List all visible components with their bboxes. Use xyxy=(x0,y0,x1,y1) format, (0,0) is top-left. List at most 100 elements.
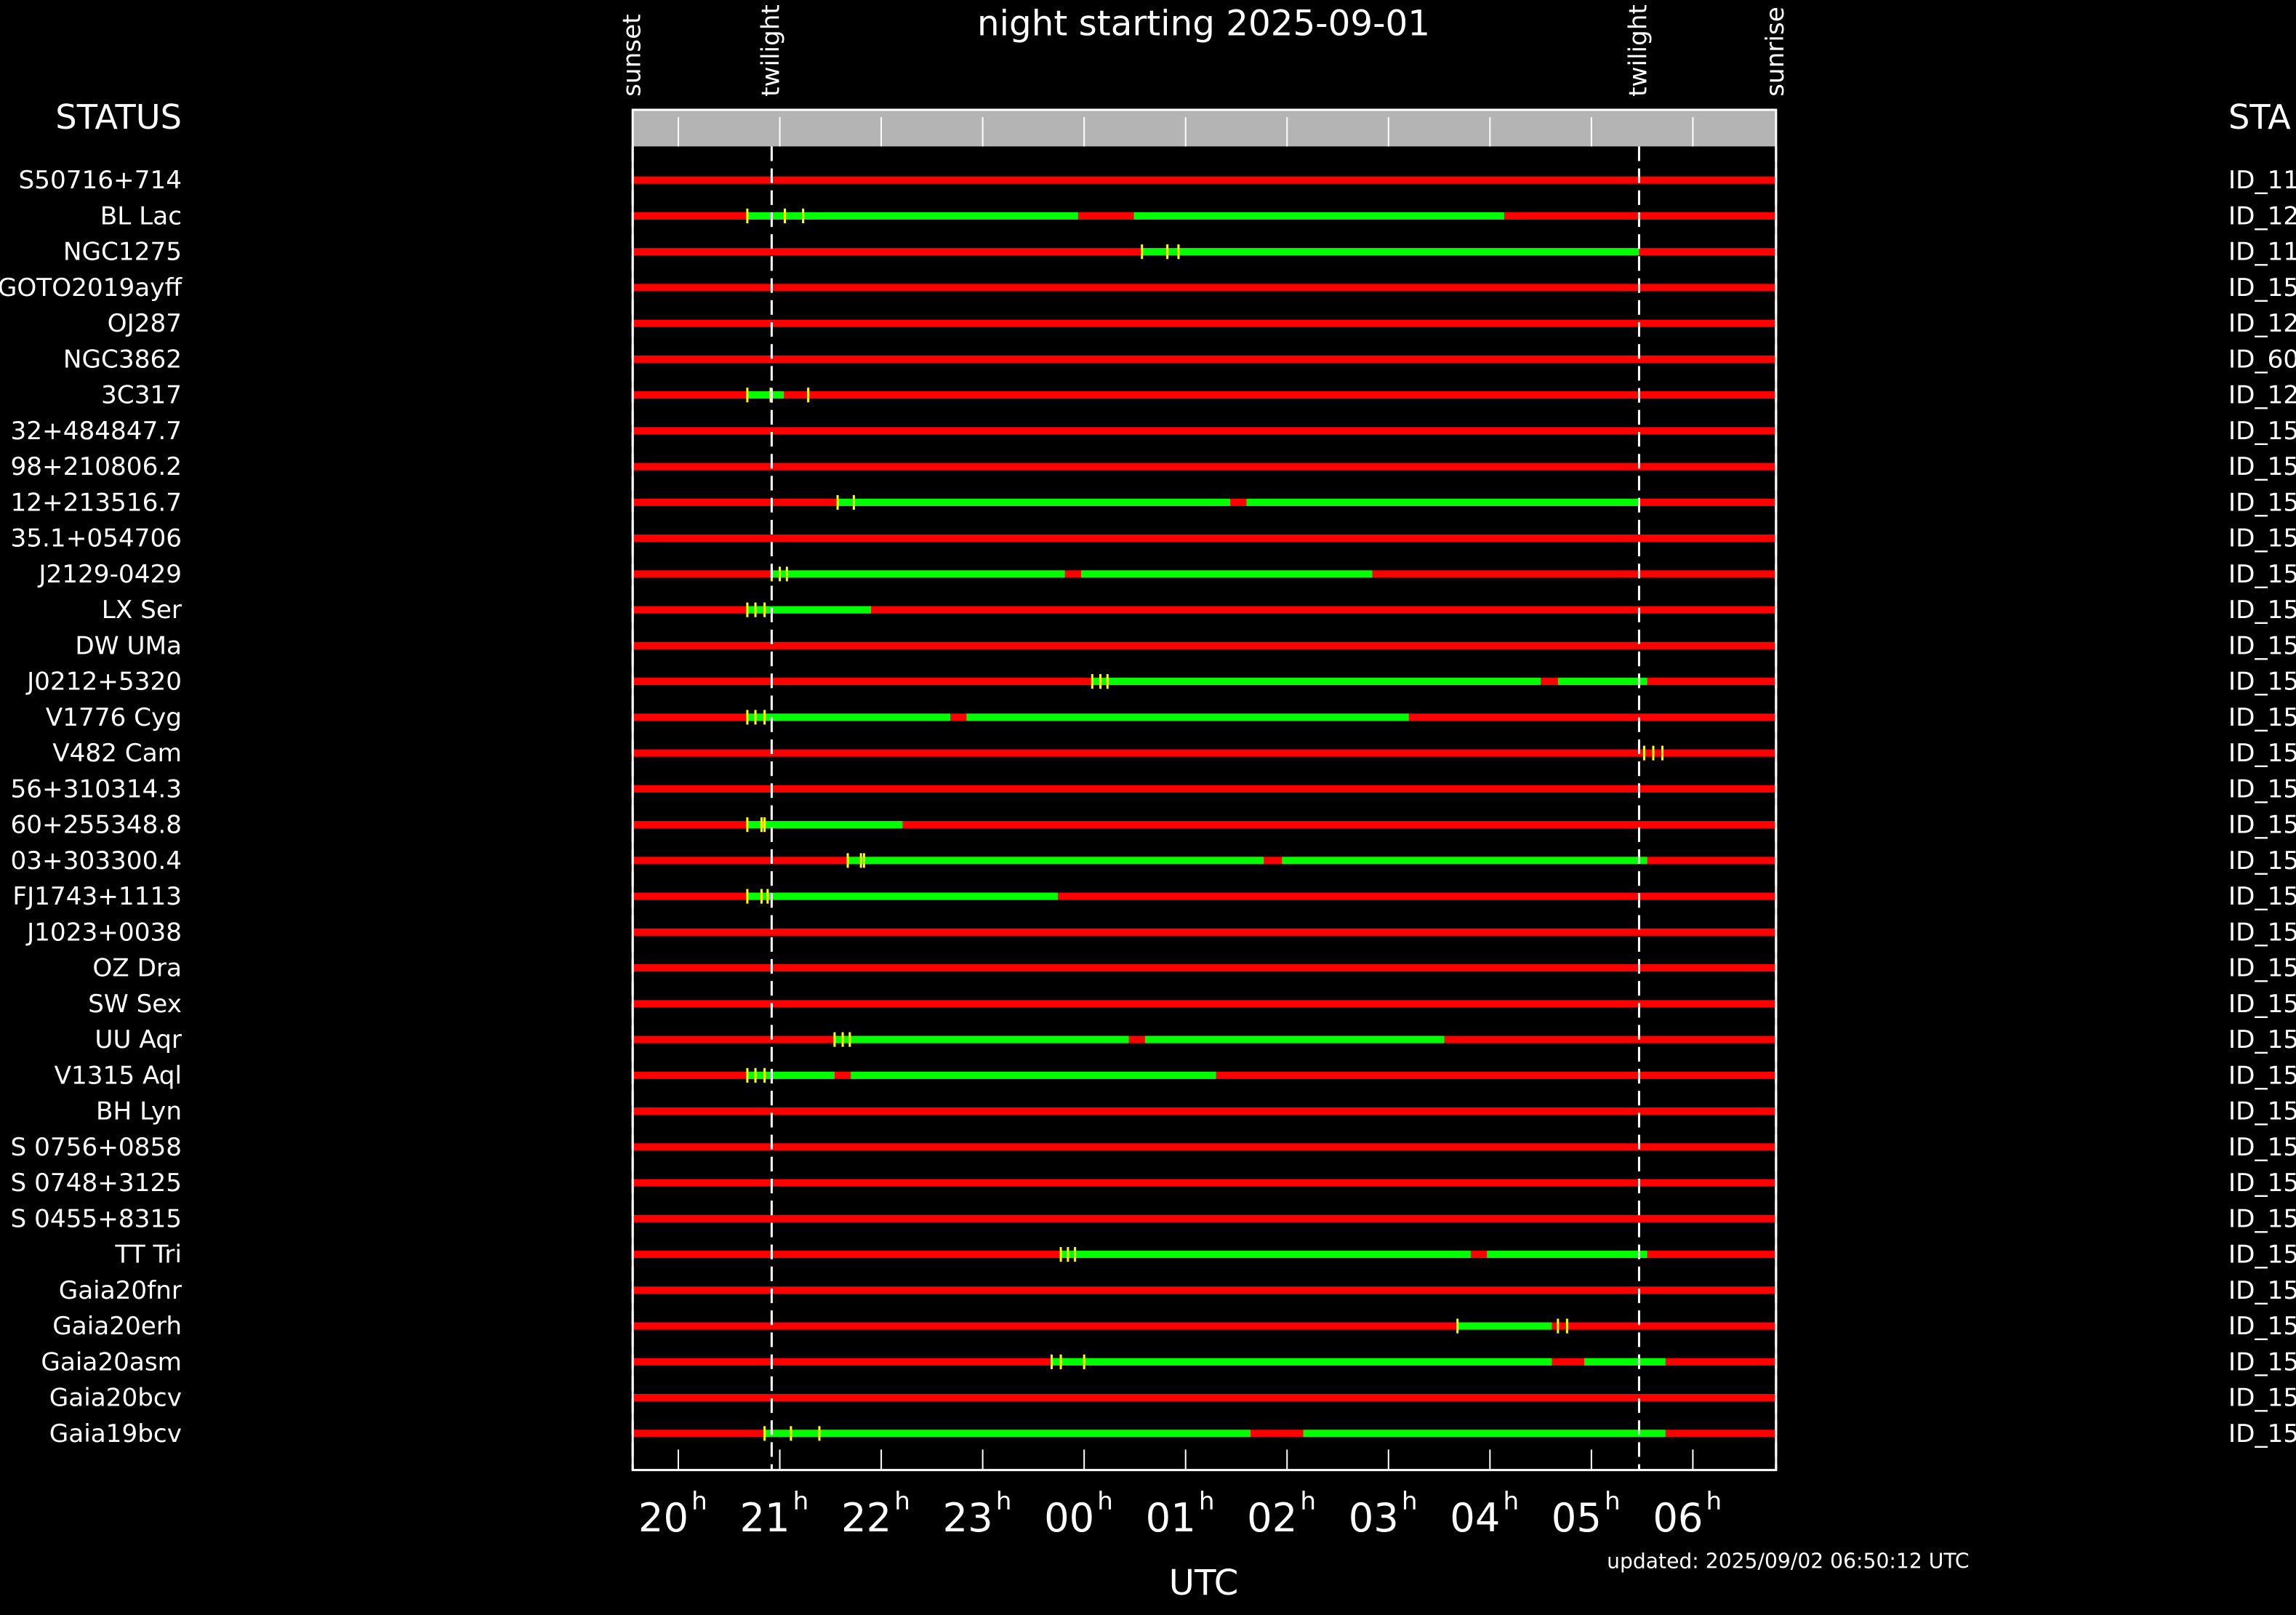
row-bar xyxy=(633,176,1776,184)
window xyxy=(1457,1322,1552,1330)
target-name: LX Ser xyxy=(102,596,182,625)
x-tick-unit: h xyxy=(1605,1487,1621,1516)
event-label: twilight xyxy=(756,4,785,97)
target-name: V1776 Cyg xyxy=(46,703,182,732)
footer: updated: 2025/09/02 06:50:12 UTC xyxy=(1607,1550,1970,1574)
target-id: ID_15 xyxy=(2228,1204,2296,1233)
x-tick-label: 02 xyxy=(1247,1495,1297,1541)
target-name: 12+213516.7 xyxy=(11,488,182,517)
time-band xyxy=(633,110,1776,147)
x-tick-label: 20 xyxy=(638,1495,689,1541)
target-id: ID_15 xyxy=(2228,1384,2296,1413)
target-name: Gaia19bcv xyxy=(49,1419,182,1448)
target-id: ID_12 xyxy=(2228,309,2296,338)
x-tick-label: 00 xyxy=(1044,1495,1094,1541)
target-id: ID_12 xyxy=(2228,381,2296,410)
row-bar xyxy=(633,1000,1776,1008)
window xyxy=(747,821,903,829)
x-tick-unit: h xyxy=(793,1487,809,1516)
target-name: J2129-0429 xyxy=(37,560,182,589)
target-name: UU Aqr xyxy=(95,1025,182,1054)
window xyxy=(1141,248,1639,256)
row-bar xyxy=(633,641,1776,649)
right-header: STA xyxy=(2228,97,2291,137)
target-id: ID_15 xyxy=(2228,954,2296,983)
target-name: OJ287 xyxy=(108,309,182,338)
window xyxy=(1584,1358,1666,1366)
window xyxy=(851,1071,1216,1079)
target-name: S 0455+8315 xyxy=(11,1204,182,1233)
target-id: ID_15 xyxy=(2228,560,2296,589)
window xyxy=(1487,1251,1647,1259)
target-name: NGC1275 xyxy=(63,238,182,267)
target-id: ID_15 xyxy=(2228,1133,2296,1162)
row-bar xyxy=(633,462,1776,470)
target-id: ID_15 xyxy=(2228,846,2296,875)
target-name: Gaia20fnr xyxy=(59,1276,182,1305)
target-name: Gaia20asm xyxy=(41,1347,182,1376)
row-bar xyxy=(633,355,1776,363)
row-bar xyxy=(633,1214,1776,1222)
window xyxy=(838,498,1231,506)
target-id: ID_15 xyxy=(2228,1169,2296,1198)
target-id: ID_15 xyxy=(2228,596,2296,625)
row-bar xyxy=(633,1107,1776,1115)
target-name: Gaia20bcv xyxy=(49,1384,182,1413)
left-header: STATUS xyxy=(55,97,182,137)
event-label: sunrise xyxy=(1761,7,1790,97)
target-id: ID_15 xyxy=(2228,990,2296,1019)
x-tick-label: 04 xyxy=(1450,1495,1500,1541)
row-bar xyxy=(633,964,1776,972)
target-name: OZ Dra xyxy=(92,954,182,983)
target-name: 60+255348.8 xyxy=(11,811,182,840)
target-name: 32+484847.7 xyxy=(11,417,182,446)
target-id: ID_15 xyxy=(2228,668,2296,697)
window xyxy=(1080,570,1373,578)
window xyxy=(1557,678,1647,686)
x-tick-label: 01 xyxy=(1146,1495,1196,1541)
target-name: DW UMa xyxy=(75,631,182,660)
row-bar xyxy=(633,785,1776,793)
target-name: 56+310314.3 xyxy=(11,774,182,804)
target-name: V1315 Aql xyxy=(55,1061,182,1090)
chart-title: night starting 2025-09-01 xyxy=(977,3,1430,44)
window xyxy=(747,1071,835,1079)
window xyxy=(1092,678,1541,686)
row-bar xyxy=(633,1322,1776,1330)
x-tick-unit: h xyxy=(894,1487,910,1516)
target-id: ID_15 xyxy=(2228,1419,2296,1448)
target-id: ID_15 xyxy=(2228,739,2296,768)
window xyxy=(1051,1358,1552,1366)
target-id: ID_15 xyxy=(2228,1276,2296,1305)
row-bar xyxy=(633,1179,1776,1187)
window xyxy=(834,1035,1129,1043)
x-tick-unit: h xyxy=(1402,1487,1418,1516)
row-bar xyxy=(633,821,1776,829)
window xyxy=(1246,498,1639,506)
target-name: 3C317 xyxy=(101,381,182,410)
x-tick-unit: h xyxy=(691,1487,707,1516)
window xyxy=(747,391,784,399)
window xyxy=(764,1430,1251,1438)
window xyxy=(1144,1035,1445,1043)
target-name: TT Tri xyxy=(114,1241,182,1270)
target-id: ID_15 xyxy=(2228,1097,2296,1126)
row-bar xyxy=(633,1394,1776,1402)
x-tick-unit: h xyxy=(1503,1487,1519,1516)
row-bar xyxy=(633,391,1776,399)
event-label: twilight xyxy=(1624,4,1653,97)
row-bar xyxy=(633,1143,1776,1151)
target-id: ID_11 xyxy=(2228,166,2296,195)
target-name: FJ1743+1113 xyxy=(12,882,182,911)
target-id: ID_60 xyxy=(2228,345,2296,374)
row-bar xyxy=(633,427,1776,435)
target-id: ID_15 xyxy=(2228,1312,2296,1341)
x-tick-label: 05 xyxy=(1552,1495,1602,1541)
target-name: NGC3862 xyxy=(63,345,182,374)
target-name: BH Lyn xyxy=(96,1097,182,1126)
target-name: V482 Cam xyxy=(52,739,182,768)
window xyxy=(747,606,872,614)
row-bar xyxy=(633,319,1776,327)
